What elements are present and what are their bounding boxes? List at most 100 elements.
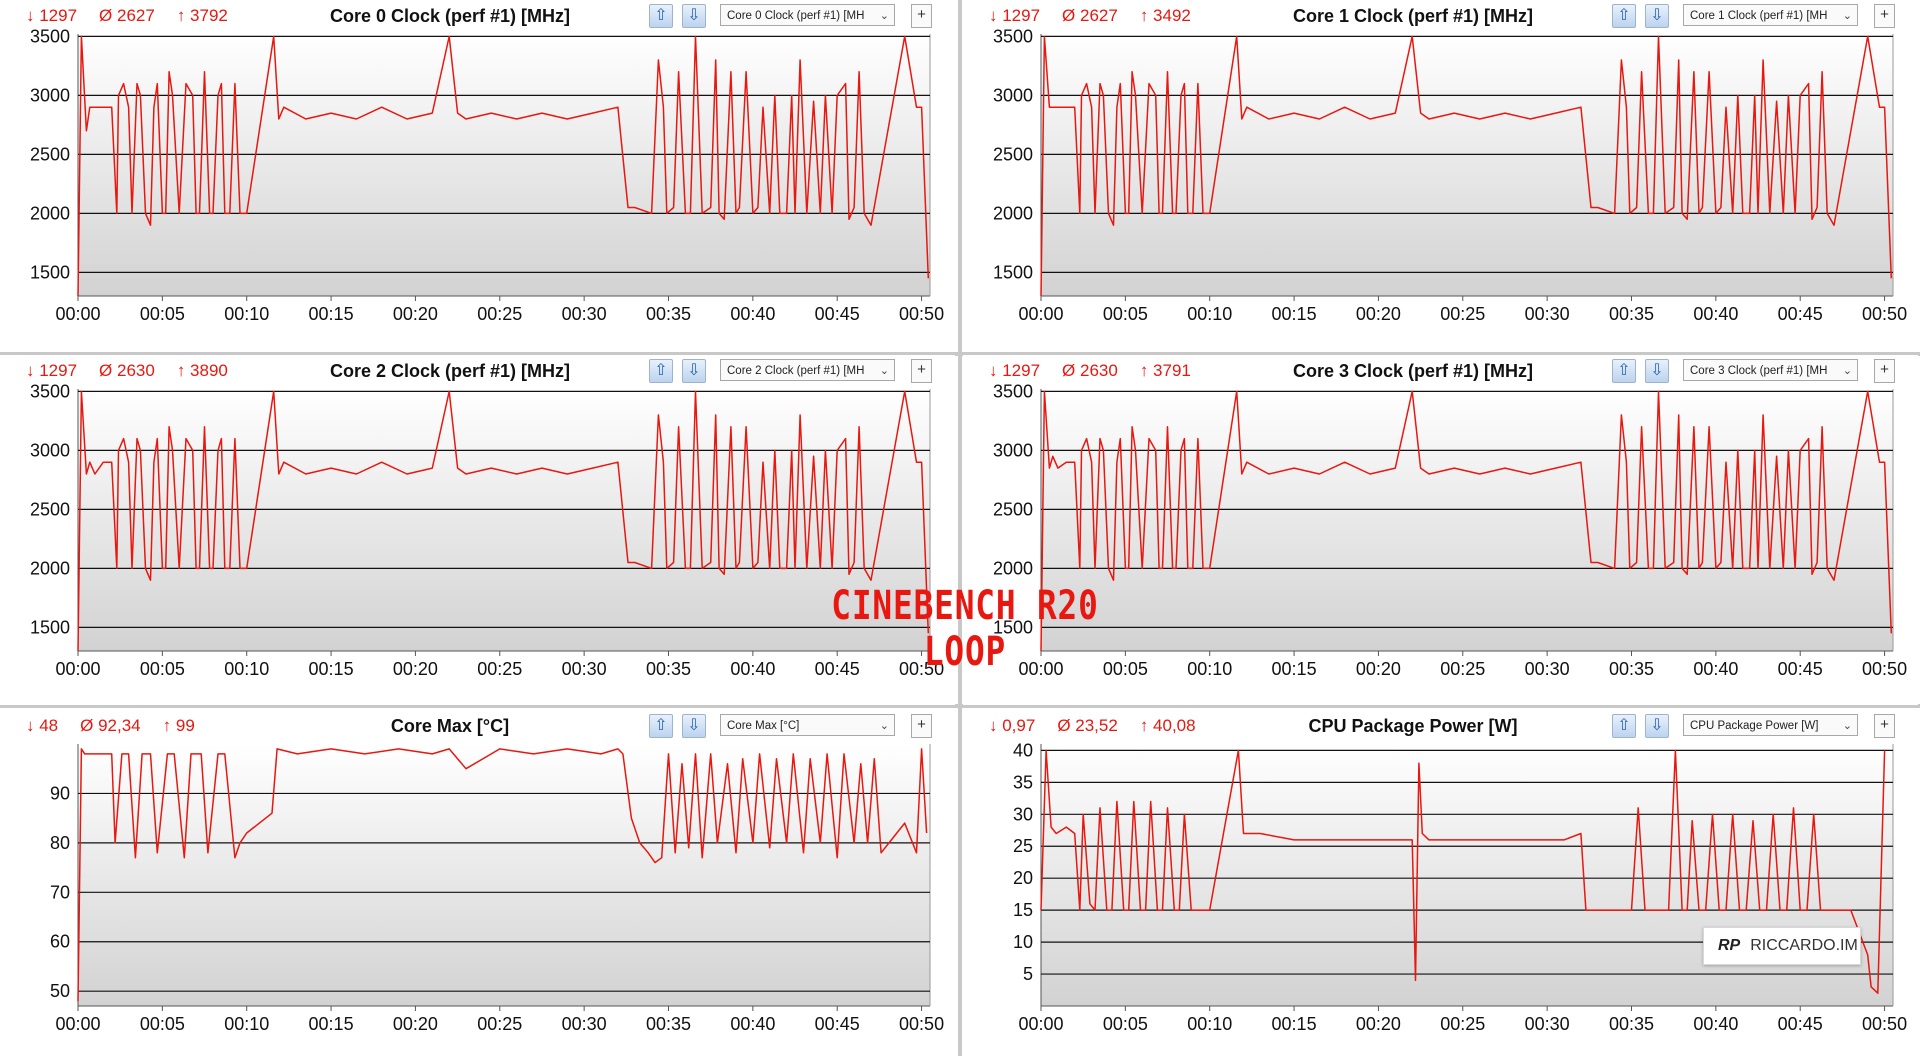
y-tick-label: 15 [1013,900,1033,920]
stat-max: ↑ 3792 [176,6,228,25]
panel-title: CPU Package Power [W] [1308,716,1518,736]
x-tick-label: 00:50 [1862,304,1907,324]
arrow-down-icon[interactable]: ⇩ [1645,714,1669,738]
plot-area [1041,389,1893,651]
x-tick-label: 00:30 [562,1014,607,1034]
y-tick-label: 1500 [30,262,70,282]
x-tick-label: 00:45 [1778,1014,1823,1034]
x-tick-label: 00:35 [646,304,691,324]
x-tick-label: 00:05 [140,1014,185,1034]
plot-area [78,744,930,1006]
sensor-select[interactable]: Core 1 Clock (perf #1) [MH ⌄ [1683,4,1858,26]
x-tick-label: 00:20 [1356,304,1401,324]
stat-avg: Ø 2630 [99,361,155,380]
arrow-down-icon[interactable]: ⇩ [682,359,706,383]
y-tick-label: 90 [50,783,70,803]
stats-row: ↓ 1297 Ø 2630 ↑ 3791 [989,361,1213,381]
stat-min: ↓ 1297 [26,361,78,380]
y-tick-label: 1500 [993,617,1033,637]
y-tick-label: 3500 [30,28,70,46]
x-tick-label: 00:05 [140,304,185,324]
panel-title: Core 3 Clock (perf #1) [MHz] [1292,361,1534,381]
y-tick-label: 3500 [30,383,70,401]
x-tick-label: 00:45 [815,659,860,679]
y-tick-label: 80 [50,833,70,853]
y-tick-label: 10 [1013,932,1033,952]
x-tick-label: 00:00 [1018,1014,1063,1034]
x-tick-label: 00:35 [1609,304,1654,324]
arrow-down-icon[interactable]: ⇩ [1645,359,1669,383]
y-tick-label: 3000 [993,440,1033,460]
y-tick-label: 2500 [30,499,70,519]
x-tick-label: 00:15 [1272,659,1317,679]
brand-logo: RP [1718,937,1741,954]
sensor-select[interactable]: Core 3 Clock (perf #1) [MH ⌄ [1683,359,1858,381]
stat-min: ↓ 1297 [989,6,1041,25]
x-tick-label: 00:45 [815,304,860,324]
x-tick-label: 00:35 [1609,1014,1654,1034]
plot-area [1041,34,1893,296]
stats-row: ↓ 48 Ø 92,34 ↑ 99 [26,716,217,736]
y-tick-label: 60 [50,932,70,952]
sensor-select[interactable]: Core Max [°C] ⌄ [720,714,895,736]
arrow-up-icon[interactable]: ⇧ [1612,714,1636,738]
y-tick-label: 3500 [993,28,1033,46]
plus-icon[interactable]: + [911,4,932,28]
x-tick-label: 00:40 [730,304,775,324]
stat-max: ↑ 3890 [176,361,228,380]
x-tick-label: 00:40 [1693,659,1738,679]
x-tick-label: 00:10 [1187,304,1232,324]
y-tick-label: 20 [1013,868,1033,888]
arrow-up-icon[interactable]: ⇧ [649,4,673,28]
plus-icon[interactable]: + [911,714,932,738]
stat-min: ↓ 0,97 [989,716,1036,735]
chart-plot: 1500 2000 2500 3000 3500 00:00 00:05 00:10 00:15… [993,383,1907,679]
arrow-up-icon[interactable]: ⇧ [1612,359,1636,383]
x-tick-label: 00:00 [55,304,100,324]
panel-title: Core Max [°C] [390,716,510,736]
x-tick-label: 00:40 [730,659,775,679]
x-tick-label: 00:00 [55,659,100,679]
x-tick-label: 00:00 [1018,304,1063,324]
y-tick-label: 30 [1013,804,1033,824]
x-tick-label: 00:40 [730,1014,775,1034]
y-tick-label: 2500 [993,499,1033,519]
sensor-select[interactable]: CPU Package Power [W] ⌄ [1683,714,1858,736]
arrow-down-icon[interactable]: ⇩ [682,714,706,738]
x-tick-label: 00:25 [477,1014,522,1034]
stat-avg: Ø 2627 [99,6,155,25]
plot-area [1041,744,1893,1006]
x-tick-label: 00:25 [1440,659,1485,679]
sensor-select[interactable]: Core 2 Clock (perf #1) [MH ⌄ [720,359,895,381]
brand-name: RICCARDO.IM [1750,937,1858,954]
arrow-down-icon[interactable]: ⇩ [1645,4,1669,28]
y-tick-label: 5 [1023,964,1033,984]
stat-max: ↑ 99 [162,716,195,735]
x-tick-label: 00:10 [224,659,269,679]
stat-max: ↑ 3492 [1139,6,1191,25]
graph-panel-core0-clock: ↓ 1297 Ø 2627 ↑ 3792 Core 0 Clock (perf #1… [0,0,955,350]
stat-min: ↓ 48 [26,716,59,735]
arrow-up-icon[interactable]: ⇧ [1612,4,1636,28]
x-tick-label: 00:15 [309,1014,354,1034]
plus-icon[interactable]: + [1874,4,1895,28]
x-tick-label: 00:10 [1187,659,1232,679]
plus-icon[interactable]: + [911,359,932,383]
y-tick-label: 1500 [30,617,70,637]
x-tick-label: 00:35 [646,1014,691,1034]
arrow-up-icon[interactable]: ⇧ [649,359,673,383]
stats-row: ↓ 1297 Ø 2627 ↑ 3792 [26,6,250,26]
x-tick-label: 00:05 [1103,659,1148,679]
y-tick-label: 2000 [993,203,1033,223]
horizontal-separator-2 [0,704,1920,708]
x-tick-label: 00:30 [562,659,607,679]
sensor-select[interactable]: Core 0 Clock (perf #1) [MH ⌄ [720,4,895,26]
series-line [1040,35,1893,297]
plus-icon[interactable]: + [1874,359,1895,383]
x-tick-label: 00:35 [1609,659,1654,679]
y-tick-label: 3000 [30,85,70,105]
plus-icon[interactable]: + [1874,714,1895,738]
vertical-separator [958,0,962,1056]
arrow-up-icon[interactable]: ⇧ [649,714,673,738]
arrow-down-icon[interactable]: ⇩ [682,4,706,28]
